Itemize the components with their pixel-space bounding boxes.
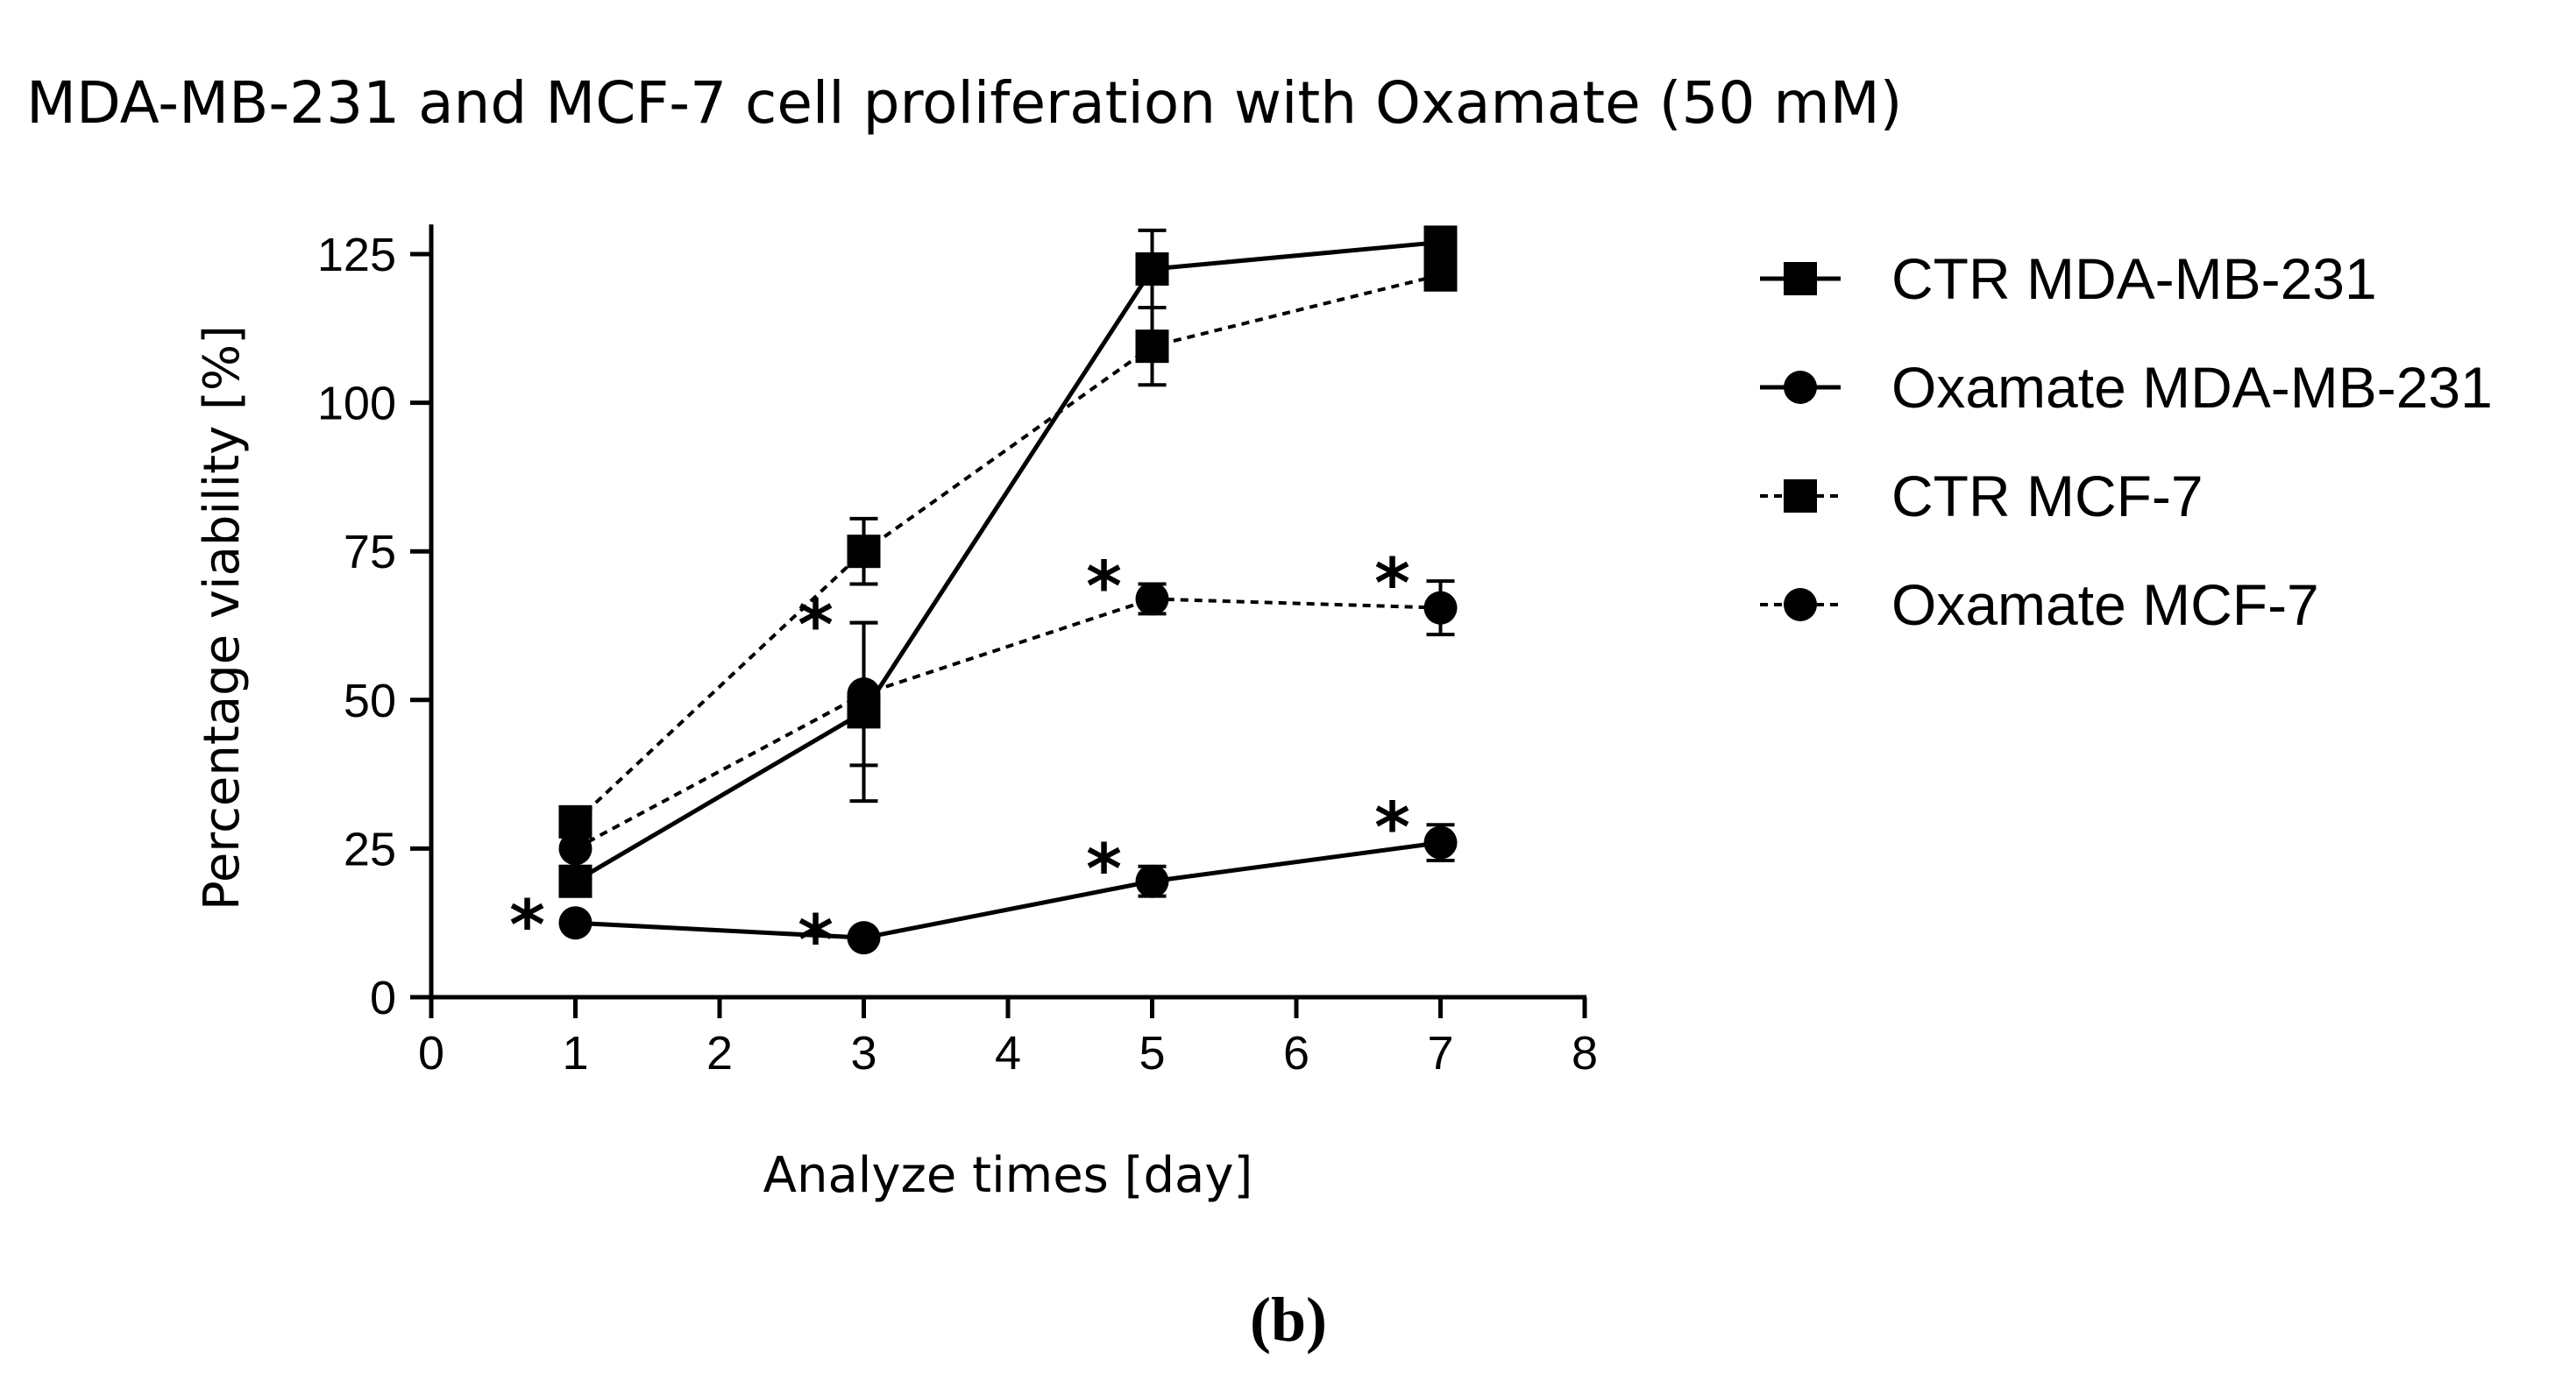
x-tick-label: 6 (1283, 1027, 1309, 1080)
y-tick-label: 125 (317, 229, 396, 281)
x-tick-label: 5 (1139, 1027, 1165, 1080)
data-point (1135, 582, 1169, 616)
chart-title: MDA-MB-231 and MCF-7 cell proliferation … (26, 69, 1902, 137)
data-point (1135, 864, 1169, 898)
x-tick-label: 1 (562, 1027, 588, 1080)
data-point (847, 677, 881, 712)
data-point (1423, 825, 1458, 860)
y-tick-label: 25 (344, 823, 396, 875)
significance-star: * (798, 902, 834, 981)
x-axis-label: Analyze times [day] (763, 1147, 1253, 1204)
data-point (847, 921, 881, 955)
legend-item: Oxamate MDA-MB-231 (1760, 355, 2493, 420)
legend-item: CTR MDA-MB-231 (1760, 246, 2377, 311)
data-point (1135, 329, 1169, 364)
legend-label: Oxamate MDA-MB-231 (1891, 355, 2493, 420)
data-point (558, 864, 593, 898)
legend: CTR MDA-MB-231 Oxamate MDA-MB-231 CTR MCF-… (1760, 246, 2493, 637)
significance-markers: * * * * * * * (509, 545, 1410, 981)
legend-label: Oxamate MCF-7 (1891, 572, 2319, 637)
data-point (1135, 251, 1169, 286)
legend-marker (1784, 588, 1817, 621)
x-tick-label: 3 (850, 1027, 876, 1080)
data-point (1423, 591, 1458, 625)
series-line (575, 840, 1441, 940)
significance-star: * (509, 887, 545, 966)
legend-marker (1784, 262, 1817, 295)
panel-label: (b) (1250, 1285, 1327, 1355)
panel-letter: b (1271, 1285, 1306, 1355)
legend-marker (1784, 479, 1817, 513)
data-point (847, 535, 881, 569)
x-tick-label: 0 (418, 1027, 444, 1080)
legend-item: CTR MCF-7 (1760, 464, 2203, 528)
x-tick-label: 8 (1572, 1027, 1598, 1080)
data-point (558, 906, 593, 940)
axes: 0 1 2 3 4 5 6 7 8 0 25 50 75 100 125 (317, 224, 1598, 1080)
significance-star: * (1086, 549, 1122, 627)
x-tick-label: 7 (1427, 1027, 1453, 1080)
series-line (574, 597, 1441, 851)
legend-label: CTR MDA-MB-231 (1891, 246, 2377, 311)
legend-marker (1784, 371, 1817, 404)
series-line (574, 273, 1441, 824)
significance-star: * (798, 587, 834, 666)
significance-star: * (1374, 545, 1410, 624)
y-axis-label: Percentage viability [%] (194, 325, 251, 910)
y-tick-label: 75 (344, 526, 396, 578)
data-point (1423, 258, 1458, 292)
series-line (574, 239, 1441, 883)
series-3 (558, 258, 1458, 839)
series-4 (558, 579, 1458, 866)
plot-area (558, 225, 1458, 955)
x-tick-label: 2 (706, 1027, 733, 1080)
legend-item: Oxamate MCF-7 (1760, 572, 2319, 637)
y-tick-label: 100 (317, 378, 396, 430)
series-2 (558, 823, 1458, 955)
x-tick-label: 4 (995, 1027, 1021, 1080)
y-tick-label: 50 (344, 675, 396, 727)
significance-star: * (1374, 789, 1410, 868)
data-point (558, 832, 593, 866)
legend-label: CTR MCF-7 (1891, 464, 2203, 528)
y-tick-label: 0 (370, 972, 396, 1024)
data-point (1423, 225, 1458, 259)
significance-star: * (1086, 831, 1122, 910)
series-1 (558, 225, 1458, 898)
